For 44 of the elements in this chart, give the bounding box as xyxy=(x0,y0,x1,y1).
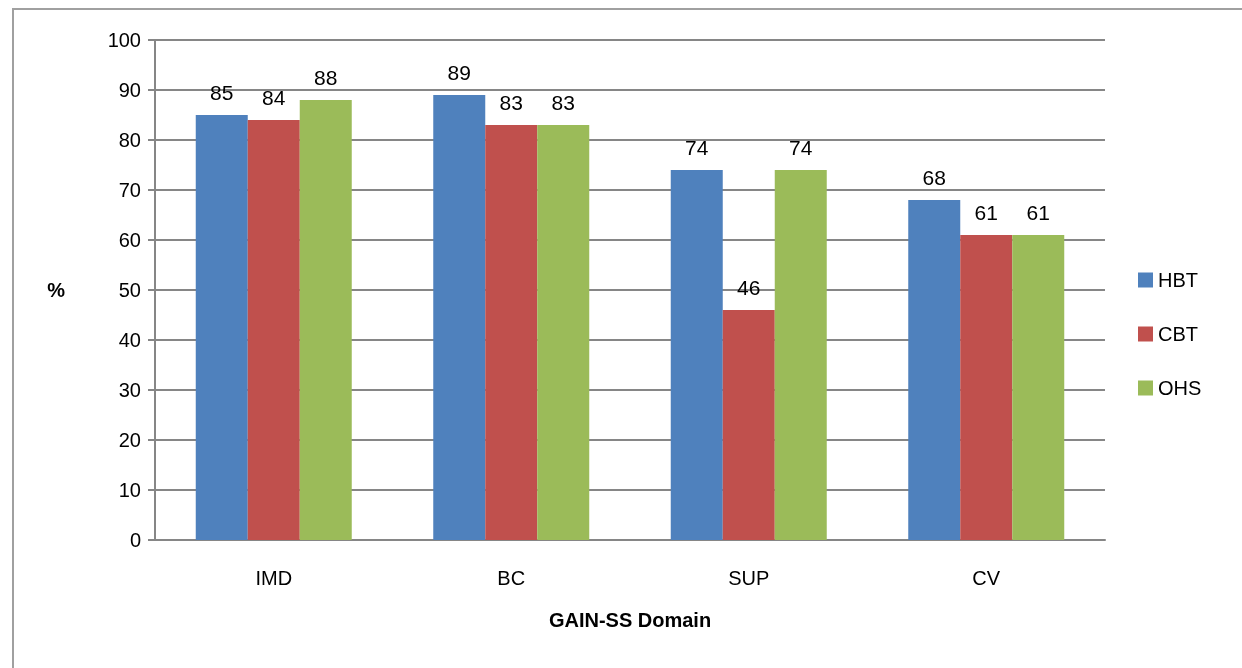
legend-label: HBT xyxy=(1158,269,1198,291)
data-label: 74 xyxy=(789,136,813,159)
data-label: 74 xyxy=(685,136,709,159)
data-label: 89 xyxy=(447,61,471,84)
bar xyxy=(247,120,300,540)
legend-label: OHS xyxy=(1158,377,1202,399)
data-label: 83 xyxy=(551,91,575,114)
y-tick-label: 30 xyxy=(118,379,141,401)
data-label: 68 xyxy=(922,166,946,189)
y-tick-label: 0 xyxy=(129,529,141,551)
y-axis-title: % xyxy=(47,279,66,301)
bar xyxy=(722,310,775,540)
bar xyxy=(774,170,827,540)
y-tick-label: 20 xyxy=(118,429,141,451)
y-tick-label: 10 xyxy=(118,479,141,501)
y-tick-label: 40 xyxy=(118,329,141,351)
data-label: 61 xyxy=(1026,201,1050,224)
x-axis-title: GAIN-SS Domain xyxy=(548,609,712,631)
bar xyxy=(1012,235,1065,540)
x-tick-label: IMD xyxy=(255,567,293,589)
bar xyxy=(299,100,352,540)
x-tick-label: BC xyxy=(497,567,526,589)
x-tick-label: SUP xyxy=(728,567,770,589)
bar xyxy=(433,95,486,540)
bar xyxy=(195,115,248,540)
data-label: 85 xyxy=(210,81,234,104)
data-label: 83 xyxy=(499,91,523,114)
data-label: 61 xyxy=(974,201,998,224)
y-tick-label: 70 xyxy=(118,179,141,201)
data-label: 84 xyxy=(262,86,286,109)
bar xyxy=(670,170,723,540)
bar xyxy=(908,200,961,540)
data-label: 46 xyxy=(737,276,761,299)
y-tick-label: 100 xyxy=(107,29,141,51)
bar xyxy=(960,235,1013,540)
y-tick-label: 80 xyxy=(118,129,141,151)
bar xyxy=(537,125,590,540)
legend-label: CBT xyxy=(1158,323,1198,345)
y-tick-label: 50 xyxy=(118,279,141,301)
x-tick-label: CV xyxy=(972,567,1001,589)
y-tick-label: 60 xyxy=(118,229,141,251)
bar xyxy=(485,125,538,540)
y-tick-label: 90 xyxy=(118,79,141,101)
data-label: 88 xyxy=(314,66,338,89)
